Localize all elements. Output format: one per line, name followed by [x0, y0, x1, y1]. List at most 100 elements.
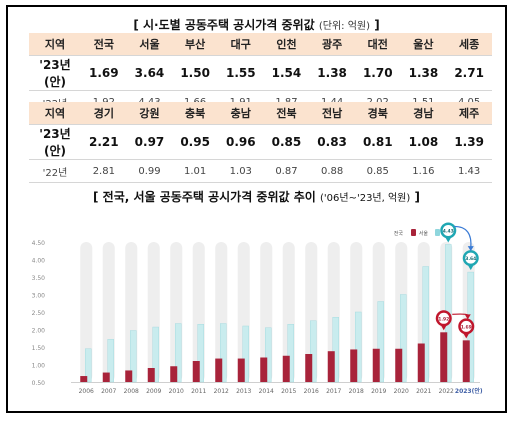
y-tick-label: 3.50 — [32, 275, 46, 282]
x-tick-label: 2011 — [191, 388, 206, 395]
bar-seoul — [265, 327, 272, 383]
header-region-cell: 전남 — [309, 102, 355, 125]
header-region-cell: 전북 — [263, 102, 310, 125]
value-cell: 0.85 — [263, 124, 310, 160]
bar-chart: 4.50 4.00 3.50 3.00 2.50 2.00 1.50 1.00 0.50 2006… — [32, 222, 483, 395]
bar-national — [282, 355, 290, 382]
header-region-cell: 인천 — [263, 33, 310, 56]
row-2022: '22년 2.81 0.99 1.01 1.03 0.87 0.88 0.85 1.16 1.43 — [29, 159, 492, 183]
x-tick-label: 2010 — [169, 388, 184, 395]
row-2023-draft: '23년(안) 1.69 3.64 1.50 1.55 1.54 1.38 1.70 1.38 2… — [29, 55, 492, 91]
header-region-cell: 대구 — [217, 33, 264, 56]
bar-seoul — [332, 317, 339, 383]
value-cell: 1.08 — [400, 124, 447, 160]
bar-national — [350, 349, 358, 382]
y-tick-label: 2.00 — [32, 328, 46, 335]
infographic-frame: [ 시·도별 공동주택 공시가격 중위값 (단위: 억원) ] 지역 전국 서울 부산… — [6, 5, 507, 413]
x-tick-label: 2017 — [326, 388, 341, 395]
bar-national — [125, 370, 133, 382]
y-tick-label: 1.00 — [32, 363, 46, 370]
value-cell: 1.38 — [309, 55, 355, 91]
legend-label-seoul: 서울 — [419, 230, 429, 237]
bar-national — [417, 343, 425, 382]
bar-seoul — [175, 323, 182, 383]
value-cell: 1.01 — [172, 159, 218, 183]
bar-national — [462, 340, 470, 382]
bar-background-column — [80, 242, 93, 382]
value-cell: 0.83 — [309, 124, 355, 160]
x-tick-label: 2022 — [439, 388, 454, 395]
value-cell: 1.69 — [81, 55, 127, 91]
bar-national — [170, 366, 178, 382]
y-tick-label: 2.50 — [32, 310, 46, 317]
bar-national — [395, 348, 403, 382]
x-tick-label: 2009 — [146, 388, 161, 395]
header-region-cell: 경남 — [400, 102, 447, 125]
value-cell: 0.87 — [263, 159, 310, 183]
chart-title: [ 전국, 서울 공동주택 공시가격 중위값 추이 ('06년~'23년, 억원… — [8, 188, 505, 205]
x-tick-label: 2021 — [416, 388, 431, 395]
bar-seoul — [107, 339, 114, 383]
value-cell: 3.64 — [126, 55, 173, 91]
header-region-cell: 경기 — [81, 102, 127, 125]
value-cell: 0.97 — [126, 124, 173, 160]
bar-seoul — [85, 348, 92, 383]
table-unit: (단위: 억원) — [318, 21, 370, 32]
value-cell: 0.96 — [217, 124, 264, 160]
bar-national — [192, 361, 200, 382]
value-cell: 1.43 — [446, 159, 492, 183]
chart-title-text: [ 전국, 서울 공동주택 공시가격 중위값 추이 — [93, 190, 316, 204]
header-region-cell: 세종 — [446, 33, 492, 56]
y-tick-label: 1.50 — [32, 345, 46, 352]
value-cell: 2.21 — [81, 124, 127, 160]
bar-seoul — [400, 294, 407, 383]
x-tick-label: 2014 — [259, 388, 274, 395]
chart-title-end: ] — [414, 190, 420, 204]
header-region-cell: 대전 — [354, 33, 401, 56]
x-tick-label: 2006 — [79, 388, 94, 395]
bar-national — [237, 358, 245, 382]
value-cell: 1.38 — [400, 55, 447, 91]
header-region-cell: 부산 — [172, 33, 218, 56]
bar-national — [80, 376, 88, 382]
trend-arrowhead-national — [464, 314, 471, 320]
bar-seoul — [355, 311, 362, 383]
x-tick-label: 2023(안) — [455, 387, 483, 395]
bar-national — [305, 354, 313, 382]
row-2023-draft: '23년(안) 2.21 0.97 0.95 0.96 0.85 0.83 0.81 1.08 1… — [29, 124, 492, 160]
value-cell: 0.95 — [172, 124, 218, 160]
bar-seoul — [377, 301, 384, 383]
callout-value-label: 3.64 — [465, 256, 476, 262]
value-cell: 0.85 — [354, 159, 401, 183]
value-cell: 1.70 — [354, 55, 401, 91]
x-tick-label: 2008 — [124, 388, 139, 395]
value-cell: 2.71 — [446, 55, 492, 91]
y-tick-label: 0.50 — [32, 380, 46, 387]
bar-national — [147, 368, 155, 382]
header-region-cell: 충북 — [172, 102, 218, 125]
table-title-end: ] — [374, 18, 380, 32]
x-tick-label: 2007 — [101, 388, 116, 395]
callout-value-label: 4.43 — [443, 228, 454, 234]
bar-national — [215, 358, 223, 382]
value-cell: 1.50 — [172, 55, 218, 91]
x-tick-label: 2016 — [304, 388, 319, 395]
table-header-row: 지역 경기 강원 충북 충남 전북 전남 경북 경남 제주 — [29, 102, 492, 125]
y-tick-label: 4.00 — [32, 258, 46, 265]
x-tick-label: 2020 — [394, 388, 409, 395]
bar-national — [372, 348, 380, 382]
legend-swatch-seoul — [435, 229, 440, 236]
callout-pin-inner — [465, 252, 477, 264]
callout-pin-inner — [442, 224, 454, 236]
value-cell: 1.54 — [263, 55, 310, 91]
legend-label-national: 전국 — [394, 230, 404, 237]
header-region-cell: 제주 — [446, 102, 492, 125]
row-year-label: '23년(안) — [29, 124, 81, 160]
value-cell: 0.99 — [126, 159, 173, 183]
bar-seoul — [287, 324, 294, 383]
y-tick-label: 4.50 — [32, 240, 46, 247]
x-tick-label: 2019 — [371, 388, 386, 395]
bar-national — [260, 357, 268, 382]
bar-seoul — [242, 325, 249, 383]
x-tick-label: 2015 — [281, 388, 296, 395]
